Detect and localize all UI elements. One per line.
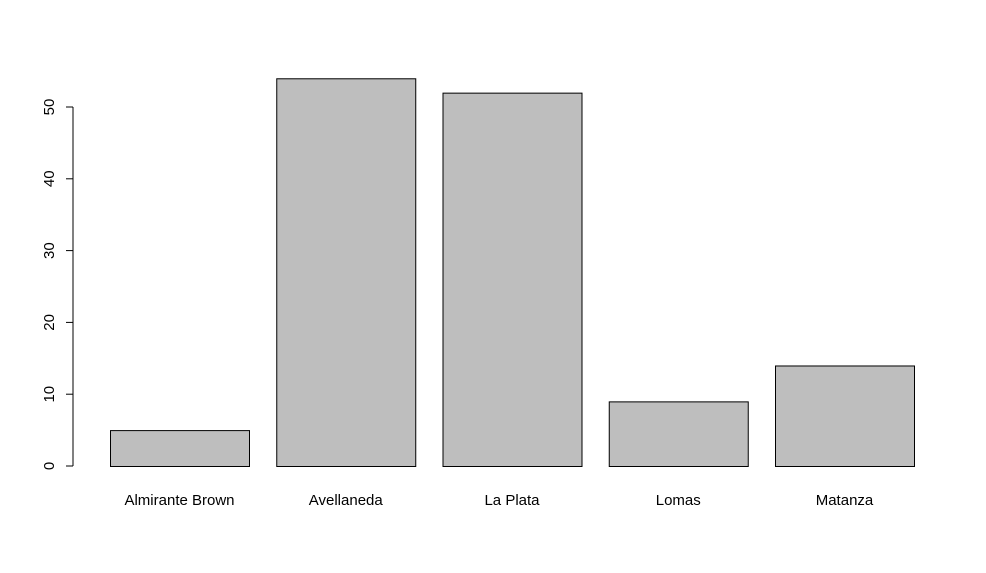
y-tick-label: 30 [41,242,58,259]
x-category-label: La Plata [484,492,540,509]
bar [110,430,250,468]
bar [442,92,583,467]
y-tick-label: 10 [41,386,58,403]
bars-group [110,78,915,468]
y-tick-label: 0 [41,462,58,470]
x-category-label: Matanza [816,492,874,509]
y-tick-label: 40 [41,170,58,187]
x-category-label: Almirante Brown [124,492,234,509]
x-category-label: Avellaneda [309,492,384,509]
x-category-label: Lomas [656,492,701,509]
y-tick-label: 50 [41,99,58,116]
x-axis-labels: Almirante Brown Avellaneda La Plata Lomas Ma… [124,492,873,509]
y-tick-label: 20 [41,314,58,331]
bar [775,365,915,468]
bar [276,78,417,467]
y-axis: 0 10 20 30 40 50 [41,99,74,470]
bar [608,401,749,468]
